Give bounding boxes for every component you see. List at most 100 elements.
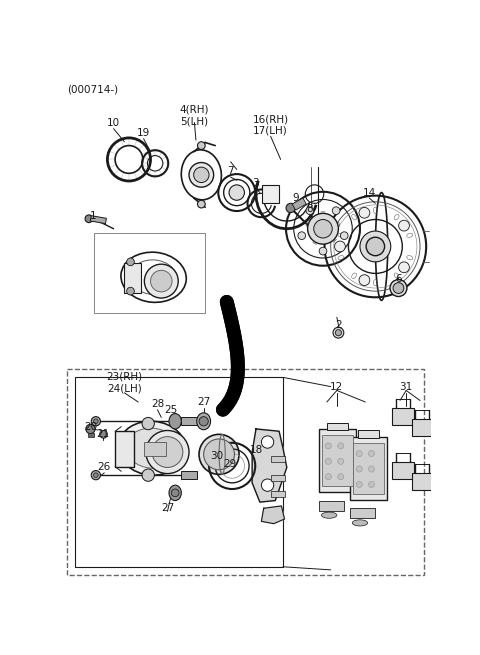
Circle shape: [142, 417, 155, 430]
Circle shape: [286, 203, 295, 213]
Text: 10: 10: [107, 119, 120, 128]
Ellipse shape: [169, 485, 181, 500]
Circle shape: [325, 458, 332, 464]
Circle shape: [369, 451, 374, 457]
Circle shape: [144, 264, 178, 298]
Bar: [271, 475, 285, 481]
Circle shape: [356, 481, 362, 487]
Circle shape: [197, 200, 205, 208]
Text: 20: 20: [84, 422, 97, 432]
Circle shape: [298, 232, 306, 240]
Text: 14: 14: [362, 187, 376, 198]
Text: 28: 28: [151, 398, 164, 409]
Circle shape: [100, 430, 108, 438]
Ellipse shape: [197, 413, 211, 430]
Text: 23(RH)
24(LH): 23(RH) 24(LH): [106, 372, 143, 394]
Text: 29: 29: [223, 458, 237, 468]
Circle shape: [199, 434, 239, 474]
Bar: [411, 473, 433, 490]
Circle shape: [325, 443, 332, 449]
Polygon shape: [252, 429, 287, 502]
Ellipse shape: [169, 413, 181, 429]
Text: 12: 12: [330, 382, 344, 392]
Text: 6: 6: [395, 274, 402, 284]
Ellipse shape: [126, 428, 178, 468]
Ellipse shape: [322, 512, 337, 518]
Circle shape: [369, 466, 374, 472]
Circle shape: [340, 232, 348, 240]
Circle shape: [189, 162, 214, 187]
Bar: [88, 433, 94, 437]
Bar: [271, 456, 285, 462]
Circle shape: [152, 437, 183, 468]
Circle shape: [359, 274, 370, 286]
Circle shape: [262, 479, 274, 491]
Circle shape: [356, 466, 362, 472]
Circle shape: [262, 436, 274, 448]
FancyBboxPatch shape: [67, 369, 424, 575]
Bar: [115, 431, 134, 466]
Text: 9: 9: [292, 193, 299, 203]
Circle shape: [199, 417, 208, 426]
Circle shape: [325, 474, 332, 479]
Circle shape: [85, 215, 93, 223]
Circle shape: [308, 214, 338, 244]
Bar: [180, 472, 197, 479]
Text: 2: 2: [335, 320, 342, 330]
Bar: [262, 185, 279, 203]
Circle shape: [151, 271, 172, 292]
Circle shape: [86, 424, 95, 434]
Text: 21: 21: [96, 429, 109, 440]
Circle shape: [229, 185, 244, 200]
Circle shape: [314, 219, 332, 238]
Circle shape: [146, 430, 189, 474]
Bar: [350, 437, 387, 500]
Circle shape: [390, 280, 407, 297]
Circle shape: [306, 207, 314, 215]
Circle shape: [127, 288, 134, 295]
Text: 7: 7: [228, 166, 234, 176]
Circle shape: [332, 207, 340, 215]
Circle shape: [127, 258, 134, 266]
Ellipse shape: [352, 520, 368, 526]
Circle shape: [398, 262, 409, 272]
Bar: [392, 462, 414, 479]
Circle shape: [335, 241, 345, 252]
Circle shape: [337, 458, 344, 464]
Bar: [144, 442, 166, 456]
Text: 26: 26: [98, 462, 111, 472]
Text: 8: 8: [307, 204, 313, 214]
Text: 18: 18: [250, 445, 263, 455]
Circle shape: [359, 208, 370, 218]
Circle shape: [91, 417, 100, 426]
Bar: [180, 417, 197, 425]
Circle shape: [356, 451, 362, 457]
Bar: [292, 198, 306, 210]
Polygon shape: [262, 506, 285, 523]
Circle shape: [333, 328, 344, 338]
Circle shape: [171, 489, 179, 496]
Text: 3: 3: [252, 178, 259, 187]
Bar: [411, 419, 433, 436]
Circle shape: [142, 469, 155, 481]
Text: 1: 1: [90, 211, 97, 221]
Text: 27: 27: [161, 503, 174, 514]
Circle shape: [193, 167, 209, 183]
Circle shape: [398, 220, 409, 231]
Circle shape: [336, 329, 341, 336]
Ellipse shape: [118, 421, 186, 476]
Text: (000714-): (000714-): [67, 84, 119, 94]
Bar: [392, 408, 414, 425]
Bar: [350, 508, 374, 517]
Bar: [124, 263, 141, 293]
Circle shape: [204, 439, 234, 470]
Bar: [90, 215, 107, 223]
Text: 27: 27: [197, 397, 210, 407]
Bar: [271, 491, 285, 496]
Circle shape: [91, 470, 100, 479]
Bar: [319, 429, 356, 492]
Text: 30: 30: [210, 451, 223, 461]
Circle shape: [393, 283, 404, 293]
Circle shape: [94, 473, 98, 477]
Bar: [327, 422, 348, 430]
